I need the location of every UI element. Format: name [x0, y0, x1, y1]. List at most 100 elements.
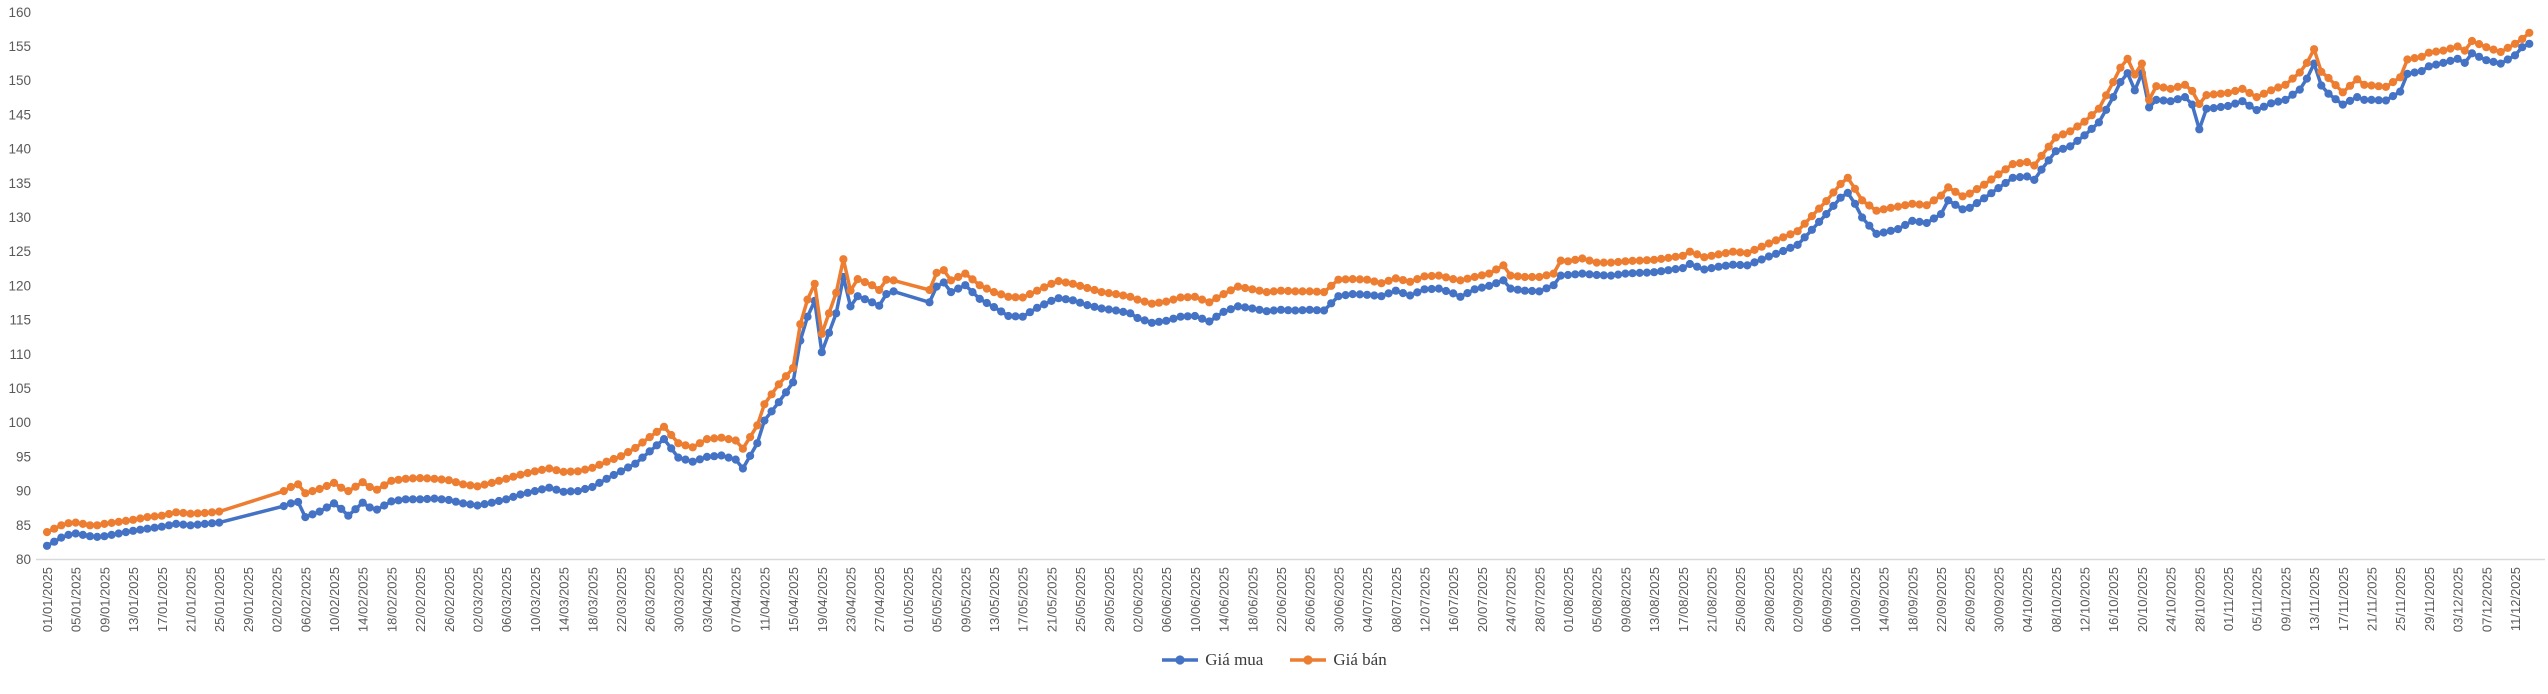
x-tick-label: 25/01/2025	[212, 567, 227, 632]
series-marker-gia-mua	[1384, 289, 1393, 298]
series-marker-gia-mua	[1334, 292, 1343, 301]
series-marker-gia-ban	[2324, 73, 2333, 83]
series-marker-gia-mua	[724, 453, 733, 462]
series-marker-gia-mua	[2008, 173, 2017, 182]
series-marker-gia-ban	[1068, 279, 1077, 288]
series-marker-gia-mua	[502, 495, 511, 504]
series-marker-gia-ban	[581, 465, 590, 474]
series-marker-gia-ban	[961, 269, 970, 278]
series-marker-gia-ban	[1829, 188, 1838, 197]
series-marker-gia-ban	[1506, 271, 1515, 280]
series-marker-gia-mua	[2274, 97, 2283, 106]
series-marker-gia-ban	[423, 474, 432, 483]
series-marker-gia-ban	[2180, 80, 2190, 89]
series-marker-gia-mua	[1169, 314, 1178, 323]
series-marker-gia-mua	[2130, 86, 2139, 95]
series-marker-gia-mua	[100, 532, 109, 541]
x-tick-label: 09/05/2025	[958, 567, 973, 632]
series-marker-gia-mua	[645, 447, 654, 456]
series-marker-gia-mua	[1850, 199, 1860, 208]
series-marker-gia-mua	[459, 499, 468, 508]
x-tick-label: 11/04/2025	[757, 567, 772, 631]
series-marker-gia-ban	[595, 460, 604, 469]
x-tick-label: 30/03/2025	[671, 567, 686, 632]
series-marker-gia-mua	[1305, 305, 1314, 314]
series-marker-gia-ban	[1728, 247, 1738, 256]
series-marker-gia-ban	[738, 444, 748, 453]
series-marker-gia-ban	[380, 481, 389, 490]
series-marker-gia-mua	[1140, 316, 1149, 325]
series-marker-gia-ban	[2439, 46, 2448, 55]
series-marker-gia-mua	[50, 537, 59, 546]
x-tick-label: 13/01/2025	[126, 567, 141, 632]
series-marker-gia-mua	[2080, 131, 2089, 140]
series-marker-gia-mua	[738, 464, 748, 473]
legend-item-gia-ban[interactable]: Giá bán	[1289, 651, 1387, 668]
series-marker-gia-mua	[1771, 249, 1781, 258]
series-marker-gia-ban	[1520, 272, 1529, 282]
series-marker-gia-mua	[595, 478, 604, 487]
series-marker-gia-ban	[817, 329, 826, 338]
series-marker-gia-ban	[1743, 249, 1752, 258]
series-marker-gia-ban	[559, 467, 568, 476]
series-marker-gia-ban	[2302, 58, 2311, 67]
series-marker-gia-mua	[451, 497, 460, 506]
series-marker-gia-ban	[387, 476, 396, 485]
series-marker-gia-mua	[932, 282, 941, 291]
series-marker-gia-ban	[1384, 276, 1393, 285]
series-marker-gia-ban	[1929, 196, 1938, 205]
series-marker-gia-mua	[1987, 189, 1996, 198]
series-marker-gia-mua	[372, 505, 382, 514]
series-marker-gia-ban	[968, 275, 977, 284]
series-marker-gia-ban	[975, 281, 984, 290]
series-marker-gia-ban	[1685, 247, 1694, 256]
series-marker-gia-mua	[1578, 269, 1587, 278]
series-marker-gia-ban	[1190, 292, 1199, 301]
series-marker-gia-mua	[2001, 178, 2010, 188]
series-marker-gia-mua	[1076, 298, 1085, 307]
series-marker-gia-mua	[1664, 266, 1673, 275]
x-tick-label: 03/04/2025	[700, 567, 715, 632]
series-marker-gia-mua	[1248, 304, 1257, 313]
series-marker-gia-ban	[2403, 55, 2412, 64]
series-marker-gia-mua	[2238, 97, 2247, 106]
series-marker-gia-ban	[1707, 251, 1716, 260]
series-marker-gia-mua	[1542, 284, 1551, 293]
x-tick-label: 30/09/2025	[1991, 567, 2006, 632]
series-marker-gia-ban	[702, 435, 712, 444]
series-marker-gia-mua	[746, 451, 755, 460]
series-marker-gia-mua	[975, 294, 984, 303]
x-tick-label: 21/05/2025	[1044, 567, 1059, 632]
series-marker-gia-ban	[789, 363, 798, 373]
series-marker-gia-mua	[2324, 89, 2333, 98]
series-marker-gia-mua	[2259, 102, 2268, 111]
series-marker-gia-mua	[968, 288, 977, 297]
series-marker-gia-ban	[631, 443, 640, 453]
series-marker-gia-mua	[2446, 56, 2455, 65]
series-marker-gia-ban	[1262, 288, 1271, 297]
series-marker-gia-ban	[2001, 165, 2010, 174]
series-marker-gia-ban	[746, 433, 755, 442]
series-marker-gia-ban	[566, 467, 575, 476]
series-marker-gia-ban	[1693, 250, 1702, 259]
series-marker-gia-mua	[1312, 306, 1321, 315]
series-marker-gia-mua	[1097, 304, 1106, 313]
series-marker-gia-mua	[1563, 270, 1573, 280]
series-marker-gia-mua	[1528, 286, 1537, 296]
series-marker-gia-mua	[2288, 90, 2297, 99]
series-marker-gia-mua	[1255, 305, 1264, 314]
legend-item-gia-mua[interactable]: Giá mua	[1161, 651, 1263, 668]
series-marker-gia-mua	[1126, 309, 1135, 318]
series-marker-gia-mua	[1492, 279, 1501, 288]
series-marker-gia-ban	[1599, 258, 1608, 267]
series-marker-gia-ban	[1922, 201, 1931, 210]
series-marker-gia-mua	[215, 518, 224, 527]
x-tick-label: 24/10/2025	[2164, 567, 2179, 632]
series-marker-gia-ban	[1140, 297, 1149, 306]
x-tick-label: 25/08/2025	[1733, 567, 1748, 632]
series-marker-gia-mua	[2510, 51, 2520, 60]
y-tick-label: 90	[16, 484, 31, 499]
series-marker-gia-mua	[2145, 103, 2154, 112]
series-marker-gia-ban	[609, 454, 618, 464]
series-marker-gia-ban	[2453, 42, 2462, 51]
